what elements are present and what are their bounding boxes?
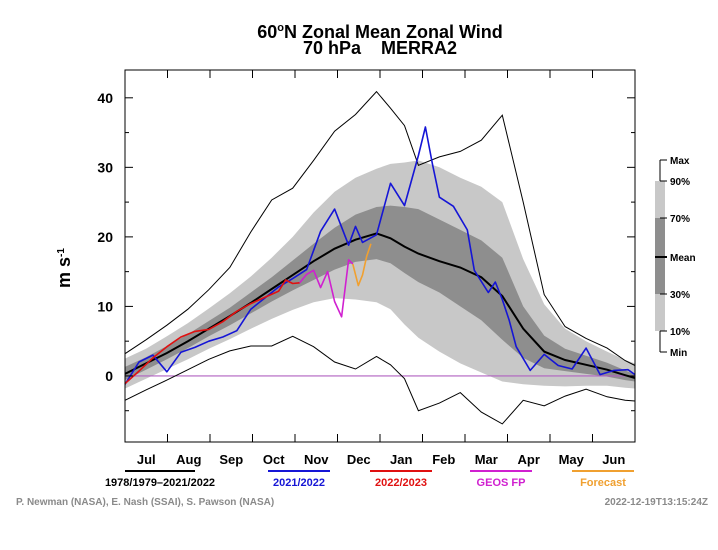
y-tick-label: 40	[97, 90, 113, 106]
y-tick-label: 20	[97, 229, 113, 245]
x-axis-ticks: Jul Aug Sep Oct Nov Dec Jan Feb Mar Apr May Jun	[124, 70, 636, 467]
y-tick-label: 10	[97, 298, 113, 314]
series-line-2	[124, 279, 300, 385]
legend-label: 1978/1979–2021/2022	[105, 477, 215, 489]
plot-area: 0 10 20 30 40 Jul Aug Sep Oct Nov Dec Jan Feb Mar Apr…	[97, 69, 636, 467]
x-tick-label: May	[559, 452, 585, 467]
series-line-3	[299, 258, 354, 318]
x-tick-label: Feb	[432, 452, 455, 467]
min-line	[124, 335, 636, 425]
y-tick-label: 0	[105, 368, 113, 384]
series-line-4	[352, 243, 372, 287]
x-tick-label: Sep	[219, 452, 243, 467]
legend-label: 2022/2023	[375, 477, 427, 489]
y-axis-label: m s-1	[54, 248, 74, 288]
chart-title-line1: 60oN Zonal Mean Zonal Wind	[257, 22, 503, 42]
key-label: 30%	[670, 290, 690, 301]
series-line-1	[124, 126, 636, 385]
key-label: 10%	[670, 327, 690, 338]
legend-label: Forecast	[580, 477, 626, 489]
mean-line-path	[124, 232, 636, 379]
key-label: Max	[670, 156, 690, 167]
credits-right: 2022-12-19T13:15:24Z	[605, 497, 708, 508]
series-lines	[124, 126, 636, 385]
x-tick-label: Oct	[263, 452, 285, 467]
key-label: 90%	[670, 177, 690, 188]
y-axis-ticks: 0 10 20 30 40	[97, 90, 635, 412]
band-30-70	[125, 205, 635, 382]
x-tick-label: Jul	[137, 452, 156, 467]
min-max-lines	[124, 90, 636, 425]
legend-label: GEOS FP	[477, 477, 526, 489]
key-label: Min	[670, 348, 687, 359]
climatology-bands	[125, 160, 635, 389]
x-tick-label: Nov	[304, 452, 329, 467]
x-tick-label: Mar	[475, 452, 498, 467]
key-label: Mean	[670, 253, 696, 264]
x-tick-label: Jun	[602, 452, 625, 467]
legend-label: 2021/2022	[273, 477, 325, 489]
x-tick-label: Dec	[347, 452, 371, 467]
key-label: 70%	[670, 214, 690, 225]
chart-title-line2: 70 hPa MERRA2	[303, 38, 457, 58]
credits-left: P. Newman (NASA), E. Nash (SSAI), S. Paw…	[16, 497, 274, 508]
shade-key: Max 90% 70% Mean 30% 10% Min	[655, 156, 696, 359]
mean-line	[124, 232, 636, 379]
x-tick-label: Jan	[390, 452, 412, 467]
x-tick-label: Apr	[518, 452, 540, 467]
x-tick-label: Aug	[176, 452, 201, 467]
max-line	[124, 90, 636, 366]
legend: 1978/1979–2021/2022 2021/2022 2022/2023 GEO…	[105, 470, 634, 489]
y-tick-label: 30	[97, 159, 113, 175]
